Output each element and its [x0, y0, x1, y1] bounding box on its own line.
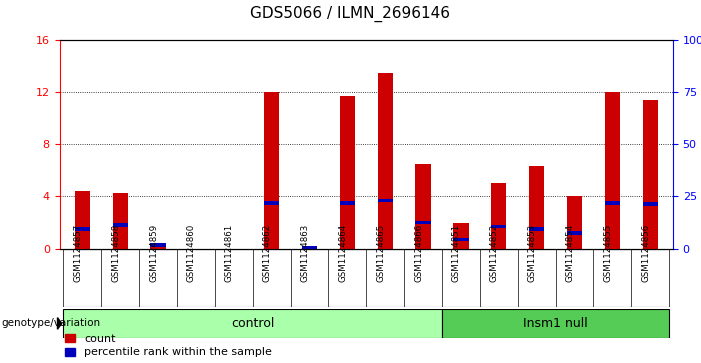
Text: GSM1124858: GSM1124858: [111, 224, 120, 282]
Bar: [378, 73, 393, 249]
Bar: [151, 244, 165, 249]
Bar: [264, 92, 279, 249]
Text: GDS5066 / ILMN_2696146: GDS5066 / ILMN_2696146: [250, 5, 451, 22]
Text: GSM1124860: GSM1124860: [187, 224, 196, 282]
Bar: [491, 183, 506, 249]
Bar: [643, 100, 658, 249]
Bar: [340, 201, 355, 205]
Bar: [605, 201, 620, 205]
Text: GSM1124851: GSM1124851: [452, 224, 461, 282]
Bar: [442, 309, 669, 338]
Bar: [264, 201, 279, 205]
Bar: [63, 309, 442, 338]
Text: GSM1124865: GSM1124865: [376, 224, 386, 282]
Polygon shape: [57, 318, 62, 329]
Bar: [302, 246, 317, 250]
Bar: [643, 203, 658, 206]
Text: GSM1124853: GSM1124853: [528, 224, 537, 282]
Bar: [75, 191, 90, 249]
Bar: [113, 223, 128, 227]
Bar: [416, 221, 430, 224]
Text: GSM1124856: GSM1124856: [641, 224, 651, 282]
Bar: [529, 167, 544, 249]
Bar: [529, 227, 544, 231]
Bar: [454, 238, 468, 241]
Text: GSM1124866: GSM1124866: [414, 224, 423, 282]
Text: Insm1 null: Insm1 null: [523, 317, 588, 330]
Text: GSM1124852: GSM1124852: [490, 224, 499, 282]
Bar: [567, 231, 582, 235]
Bar: [75, 227, 90, 231]
Text: GSM1124857: GSM1124857: [74, 224, 82, 282]
Bar: [567, 196, 582, 249]
Bar: [151, 243, 165, 246]
Bar: [378, 199, 393, 202]
Text: GSM1124854: GSM1124854: [566, 224, 575, 282]
Bar: [340, 96, 355, 249]
Text: GSM1124855: GSM1124855: [604, 224, 613, 282]
Text: GSM1124864: GSM1124864: [339, 224, 347, 282]
Text: genotype/variation: genotype/variation: [1, 318, 100, 329]
Text: GSM1124862: GSM1124862: [263, 224, 271, 282]
Bar: [454, 223, 468, 249]
Bar: [416, 164, 430, 249]
Legend: count, percentile rank within the sample: count, percentile rank within the sample: [65, 334, 272, 358]
Bar: [605, 92, 620, 249]
Text: control: control: [231, 317, 274, 330]
Text: GSM1124863: GSM1124863: [301, 224, 309, 282]
Text: GSM1124859: GSM1124859: [149, 224, 158, 282]
Text: GSM1124861: GSM1124861: [225, 224, 233, 282]
Bar: [113, 192, 128, 249]
Bar: [491, 225, 506, 228]
